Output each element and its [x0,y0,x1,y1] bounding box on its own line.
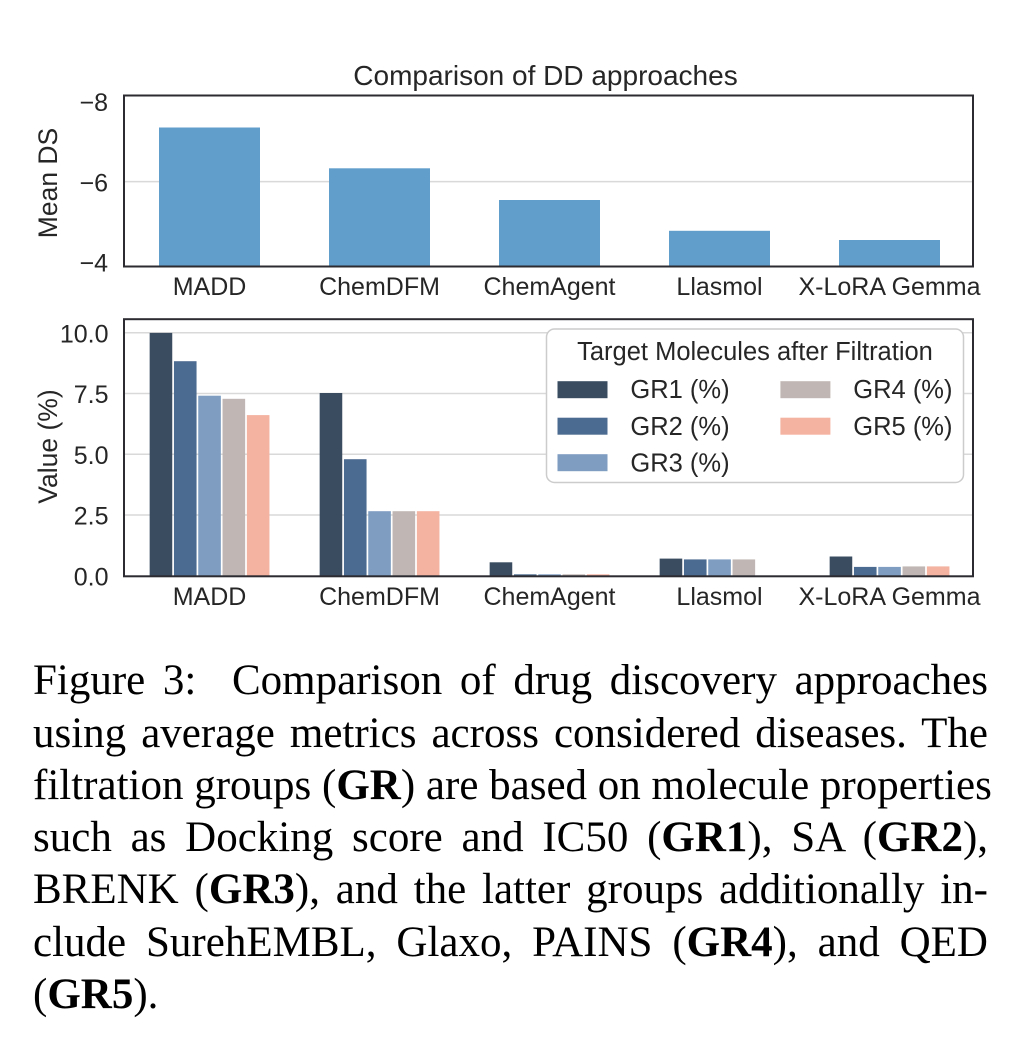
svg-text:GR1 (%): GR1 (%) [630,376,729,404]
svg-text:2.5: 2.5 [74,503,109,531]
svg-text:Llasmol: Llasmol [676,273,762,301]
svg-text:Mean DS: Mean DS [33,128,63,238]
svg-text:ChemAgent: ChemAgent [483,583,615,611]
svg-text:−4: −4 [79,250,108,278]
svg-text:ChemDFM: ChemDFM [319,273,440,301]
svg-text:0.0: 0.0 [74,563,109,591]
svg-text:ChemAgent: ChemAgent [483,273,615,301]
svg-text:ChemDFM: ChemDFM [319,583,440,611]
svg-text:−6: −6 [79,169,108,197]
svg-text:Llasmol: Llasmol [676,583,762,611]
svg-text:X-LoRA Gemma: X-LoRA Gemma [798,583,980,611]
svg-text:X-LoRA Gemma: X-LoRA Gemma [798,273,980,301]
svg-text:GR3 (%): GR3 (%) [630,450,729,478]
svg-text:MADD: MADD [173,273,247,301]
svg-text:Comparison of DD approaches: Comparison of DD approaches [353,60,737,91]
svg-text:GR5 (%): GR5 (%) [853,413,952,441]
svg-text:10.0: 10.0 [60,320,109,348]
svg-text:7.5: 7.5 [74,381,109,409]
svg-text:MADD: MADD [173,583,247,611]
svg-text:5.0: 5.0 [74,442,109,470]
svg-text:GR4 (%): GR4 (%) [853,376,952,404]
svg-text:Value (%): Value (%) [33,389,63,503]
svg-text:Target Molecules after Filtrat: Target Molecules after Filtration [577,338,933,366]
svg-text:GR2 (%): GR2 (%) [630,413,729,441]
svg-text:−8: −8 [79,89,108,117]
